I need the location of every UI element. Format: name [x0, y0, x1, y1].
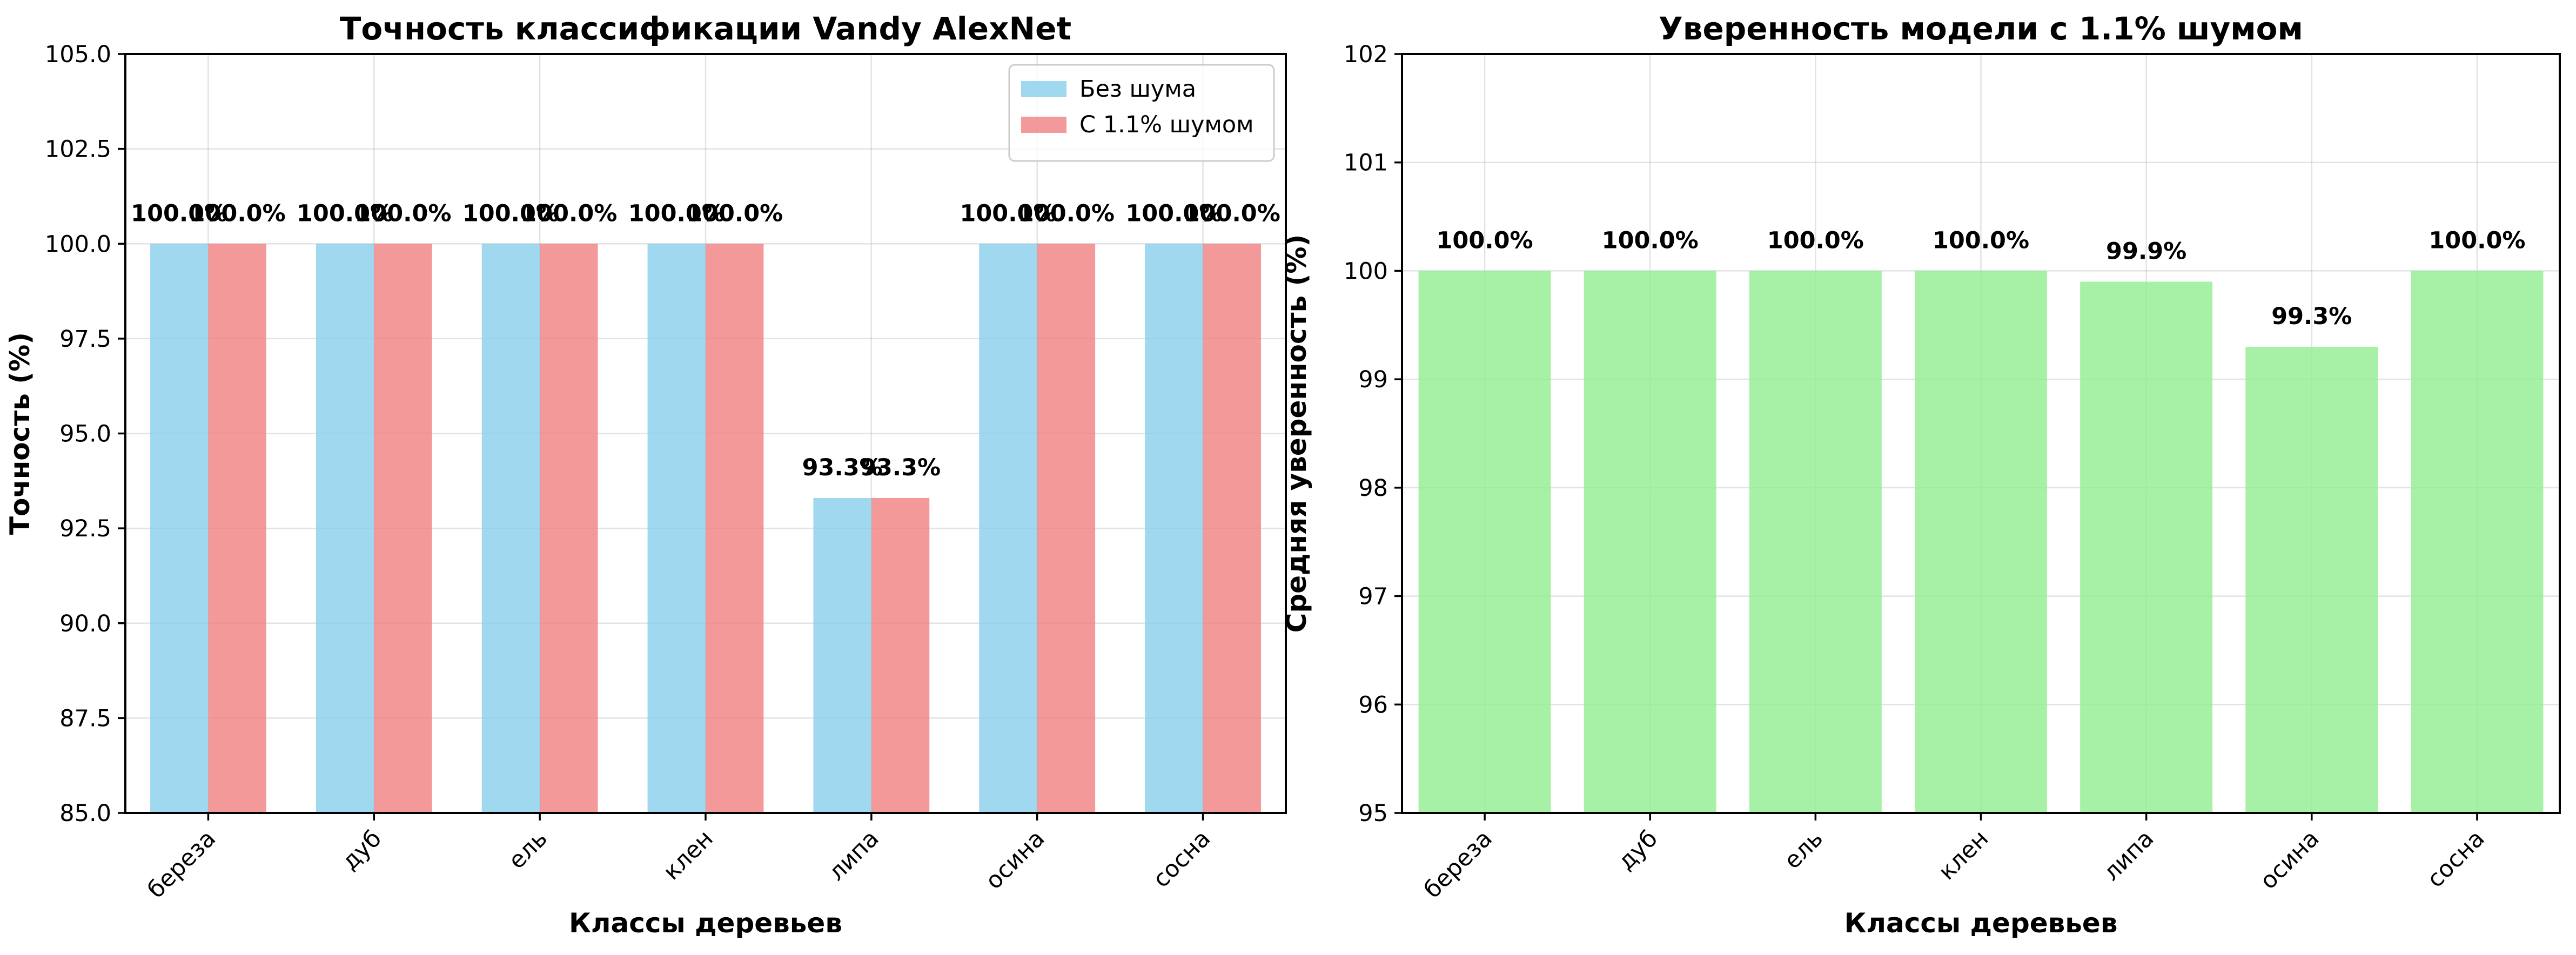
- data-label: 100.0%: [686, 200, 783, 227]
- bar-сосна-1: [1203, 244, 1261, 813]
- legend-swatch: [1021, 117, 1066, 133]
- data-label: 93.3%: [860, 454, 941, 481]
- legend-entry: Без шума: [1079, 76, 1196, 103]
- y-tick-label: 97.5: [59, 326, 111, 353]
- chart-title: Точность классификации Vandy AlexNet: [340, 10, 1071, 47]
- x-axis-label: Классы деревьев: [1844, 907, 2118, 939]
- confidence-chart: 100.0% 100.0% 100.0% 100.0% 99.9%99.3%100.0%…: [1281, 10, 2561, 939]
- data-label: 100.0%: [1933, 227, 2029, 254]
- data-label: 100.0%: [1125, 200, 1222, 227]
- bar-дуб-0: [1584, 271, 1716, 813]
- bar-дуб-0: [316, 244, 374, 813]
- y-tick-label: 87.5: [59, 705, 111, 732]
- legend-box: [1008, 64, 1275, 162]
- data-label: 100.0%: [131, 200, 227, 227]
- data-label: 100.0%: [462, 200, 559, 227]
- bar-липа-0: [2080, 281, 2213, 813]
- data-label: 100.0%: [297, 200, 393, 227]
- bar-береза-0: [1418, 271, 1551, 813]
- y-axis: 95 96 97 98 99 100 101 102: [1344, 41, 1402, 827]
- y-tick-label: 85.0: [59, 800, 111, 827]
- data-label: 100.0%: [1018, 200, 1115, 227]
- y-tick-label: 102.5: [45, 136, 111, 163]
- data-label: 100.0%: [354, 200, 451, 227]
- bar-ель-0: [1749, 271, 1882, 813]
- x-axis-label: Классы деревьев: [569, 907, 842, 939]
- bar-осина-0: [979, 244, 1037, 813]
- y-tick-label: 97: [1358, 583, 1388, 610]
- bar-клен-0: [1915, 271, 2047, 813]
- data-label: 99.3%: [2271, 303, 2352, 330]
- y-tick-label: 98: [1358, 475, 1388, 502]
- y-tick-label: 101: [1344, 150, 1388, 177]
- y-tick-label: 95.0: [59, 421, 111, 448]
- y-axis: 85.0 87.5 90.0 92.5 95.0 97.5 100.0 102.5 105.0: [45, 41, 125, 827]
- bar-ель-0: [481, 244, 540, 813]
- bar-сосна-0: [1145, 244, 1203, 813]
- bars: 100.0% 100.0% 100.0% 100.0%93.3%100.0% 100.0…: [131, 200, 1280, 813]
- bar-липа-0: [813, 497, 871, 813]
- data-label: 100.0%: [1184, 200, 1280, 227]
- legend-swatch: [1021, 81, 1066, 97]
- y-tick-label: 105.0: [45, 41, 111, 68]
- data-label: 100.0%: [2429, 227, 2525, 254]
- data-label: 100.0%: [1767, 227, 1864, 254]
- accuracy-chart: 100.0% 100.0% 100.0% 100.0%93.3%100.0% 100.0…: [4, 10, 1287, 939]
- data-label: 100.0%: [1437, 227, 1533, 254]
- data-label: 100.0%: [189, 200, 286, 227]
- chart-title: Уверенность модели с 1.1% шумом: [1659, 10, 2303, 47]
- bar-береза-1: [208, 244, 266, 813]
- y-axis-label: Средняя уверенность (%): [1281, 234, 1312, 633]
- bar-сосна-0: [2411, 271, 2544, 813]
- data-label: 100.0%: [1602, 227, 1699, 254]
- bar-клен-1: [706, 244, 764, 813]
- legend-entry: С 1.1% шумом: [1079, 111, 1254, 138]
- y-tick-label: 100.0: [45, 231, 111, 258]
- y-tick-label: 100: [1344, 258, 1388, 285]
- data-label: 93.3%: [802, 454, 883, 481]
- legend: Без шума С 1.1% шумом: [1008, 64, 1275, 162]
- y-tick-label: 90.0: [59, 610, 111, 637]
- y-tick-label: 102: [1344, 41, 1388, 68]
- y-tick-label: 99: [1358, 366, 1388, 393]
- y-tick-label: 96: [1358, 691, 1388, 718]
- bars: 100.0% 100.0% 100.0% 100.0% 99.9% 99.3% 100.0%: [1418, 227, 2544, 813]
- data-label: 100.0%: [520, 200, 617, 227]
- bar-дуб-1: [374, 244, 432, 813]
- y-tick-label: 95: [1358, 800, 1388, 827]
- bar-клен-0: [647, 244, 706, 813]
- bar-береза-0: [150, 244, 209, 813]
- bar-липа-1: [871, 497, 930, 813]
- bar-ель-1: [540, 244, 598, 813]
- data-label: 100.0%: [960, 200, 1056, 227]
- y-tick-label: 92.5: [59, 515, 111, 542]
- data-label: 99.9%: [2106, 238, 2186, 265]
- bar-осина-0: [2245, 346, 2378, 813]
- bar-осина-1: [1037, 244, 1096, 813]
- y-axis-label: Точность (%): [4, 332, 36, 535]
- data-label: 100.0%: [628, 200, 725, 227]
